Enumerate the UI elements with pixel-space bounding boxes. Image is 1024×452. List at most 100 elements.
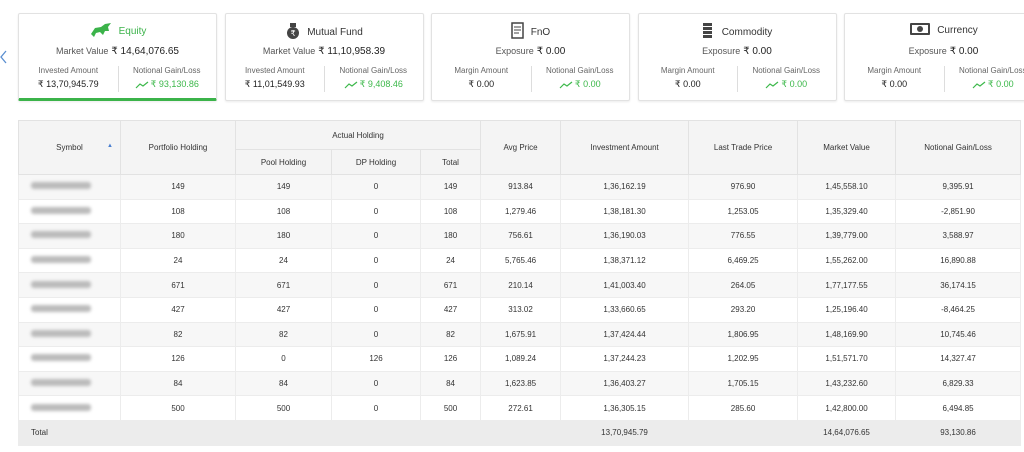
- right-metric: Notional Gain/Loss ₹ 0.00: [944, 66, 1024, 90]
- blurred-symbol: [31, 206, 91, 214]
- symbol-cell: [18, 272, 121, 298]
- left-label: Margin Amount: [867, 66, 922, 75]
- right-value: ₹ 9,408.46: [359, 79, 403, 89]
- cell: 149: [419, 174, 482, 200]
- cell: 0: [331, 198, 421, 225]
- cell: 671: [419, 272, 482, 298]
- table-row[interactable]: 84 84 0 84 1,623.85 1,36,403.27 1,705.15 1,43,2…: [18, 370, 1022, 397]
- cell: 0: [331, 395, 421, 421]
- left-value: ₹ 11,01,549.93: [244, 79, 305, 89]
- cell: -8,464.25: [895, 296, 1022, 323]
- trend-icon: [344, 79, 360, 89]
- table-row[interactable]: 500 500 0 500 272.61 1,36,305.15 285.60 1,42,80…: [18, 395, 1022, 421]
- left-value: ₹ 0.00: [881, 79, 908, 89]
- blurred-symbol: [31, 256, 91, 264]
- cell: 36,174.15: [895, 272, 1022, 298]
- cell: 0: [331, 370, 421, 397]
- right-value-box: ₹ 9,408.46: [324, 79, 423, 90]
- summary-card[interactable]: Equity Market Value ₹ 14,64,076.65 Invested…: [18, 13, 217, 101]
- main-label: Exposure: [702, 46, 741, 56]
- cell: 3,588.97: [895, 223, 1022, 249]
- card-title: Commodity: [721, 27, 773, 38]
- cell: 1,48,169.90: [797, 321, 897, 348]
- blurred-symbol: [31, 379, 91, 387]
- header[interactable]: Investment Amount: [560, 120, 690, 175]
- left-metric: Margin Amount ₹ 0.00: [845, 66, 944, 90]
- header[interactable]: Avg Price: [480, 120, 562, 175]
- cell: 1,33,660.65: [560, 296, 690, 323]
- cell: 84: [419, 370, 482, 397]
- table-row[interactable]: 82 82 0 82 1,675.91 1,37,424.44 1,806.95 1,48,1…: [18, 321, 1022, 348]
- header-symbol[interactable]: Symbol ▲: [18, 120, 121, 175]
- trend-icon: [559, 79, 575, 89]
- header[interactable]: Market Value: [797, 120, 897, 175]
- card-header: Equity: [19, 22, 216, 41]
- table-row[interactable]: 671 671 0 671 210.14 1,41,003.40 264.05 1,77,17…: [18, 272, 1022, 298]
- total-row: Total 13,70,945.79 14,64,076.65 93,130.86: [18, 419, 1022, 446]
- left-metric: Margin Amount ₹ 0.00: [639, 66, 738, 90]
- cell: 427: [419, 296, 482, 323]
- cell: 427: [235, 296, 332, 323]
- subheader[interactable]: Pool Holding: [235, 149, 332, 175]
- main-label: Market Value: [56, 46, 109, 56]
- subheader[interactable]: DP Holding: [331, 149, 421, 175]
- cell: 1,45,558.10: [797, 174, 897, 200]
- header[interactable]: Notional Gain/Loss: [895, 120, 1022, 175]
- cell: 776.55: [688, 223, 799, 249]
- cell: 1,55,262.00: [797, 247, 897, 274]
- cell: 0: [331, 247, 421, 274]
- summary-card[interactable]: FnO Exposure ₹ 0.00 Margin Amount ₹ 0.00 Noti…: [431, 13, 630, 101]
- card-header: Commodity: [639, 22, 836, 43]
- cell: 0: [331, 174, 421, 200]
- summary-card[interactable]: Currency Exposure ₹ 0.00 Margin Amount ₹ 0.0…: [844, 13, 1024, 101]
- left-metric: Invested Amount ₹ 11,01,549.93: [226, 66, 325, 90]
- cell: 1,36,403.27: [560, 370, 690, 397]
- table-row[interactable]: 180 180 0 180 756.61 1,36,190.03 776.55 1,39,77…: [18, 223, 1022, 249]
- card-title: Mutual Fund: [307, 27, 363, 38]
- right-label: Notional Gain/Loss: [545, 66, 614, 75]
- right-metric: Notional Gain/Loss ₹ 0.00: [531, 66, 630, 90]
- cell: 0: [331, 223, 421, 249]
- summary-card[interactable]: Commodity Exposure ₹ 0.00 Margin Amount ₹ 0.…: [637, 13, 837, 101]
- cell: 1,279.46: [480, 198, 562, 225]
- symbol-cell: [18, 395, 121, 421]
- card-main: Exposure ₹ 0.00: [845, 46, 1024, 57]
- cell: 756.61: [480, 223, 562, 249]
- cell: 180: [419, 223, 482, 249]
- card-icon: [511, 22, 525, 43]
- table-row[interactable]: 126 0 126 126 1,089.24 1,37,244.23 1,202.95 1,5…: [18, 346, 1022, 372]
- cell: 1,51,571.70: [797, 346, 897, 372]
- right-value-box: ₹ 0.00: [531, 79, 630, 90]
- subheader[interactable]: Total: [419, 149, 482, 175]
- table-row[interactable]: 149 149 0 149 913.84 1,36,162.19 976.90 1,45,55…: [18, 174, 1022, 200]
- cell: 9,395.91: [895, 174, 1022, 200]
- divider: [530, 66, 532, 92]
- right-metric: Notional Gain/Loss ₹ 93,130.86: [118, 66, 217, 90]
- cell: 210.14: [480, 272, 562, 298]
- card-icon: [909, 22, 931, 39]
- cell: 913.84: [480, 174, 562, 200]
- header[interactable]: Last Trade Price: [688, 120, 799, 175]
- divider: [117, 66, 119, 92]
- table-row[interactable]: 427 427 0 427 313.02 1,33,660.65 293.20 1,25,19…: [18, 296, 1022, 323]
- table-row[interactable]: 24 24 0 24 5,765.46 1,38,371.12 6,469.25 1,55,2…: [18, 247, 1022, 274]
- right-metric: Notional Gain/Loss ₹ 9,408.46: [324, 66, 423, 90]
- cell: 1,37,244.23: [560, 346, 690, 372]
- left-value: ₹ 0.00: [468, 79, 495, 89]
- cell: 313.02: [480, 296, 562, 323]
- cell: 0: [331, 321, 421, 348]
- main-label: Exposure: [495, 46, 534, 56]
- cell: 126: [419, 346, 482, 372]
- cell: 82: [120, 321, 236, 348]
- card-main: Exposure ₹ 0.00: [432, 46, 629, 57]
- header[interactable]: Portfolio Holding: [120, 120, 236, 175]
- card-main: Market Value ₹ 14,64,076.65: [19, 46, 216, 57]
- table-row[interactable]: 108 108 0 108 1,279.46 1,38,181.30 1,253.05 1,3…: [18, 198, 1022, 225]
- prev-arrow[interactable]: [0, 50, 8, 64]
- cell: 149: [120, 174, 236, 200]
- symbol-cell: [18, 174, 121, 200]
- cell: 1,36,190.03: [560, 223, 690, 249]
- main-label: Market Value: [262, 46, 316, 56]
- summary-card[interactable]: ₹ Mutual Fund Market Value ₹ 11,10,958.39 In…: [224, 13, 424, 101]
- card-header: FnO: [432, 22, 629, 43]
